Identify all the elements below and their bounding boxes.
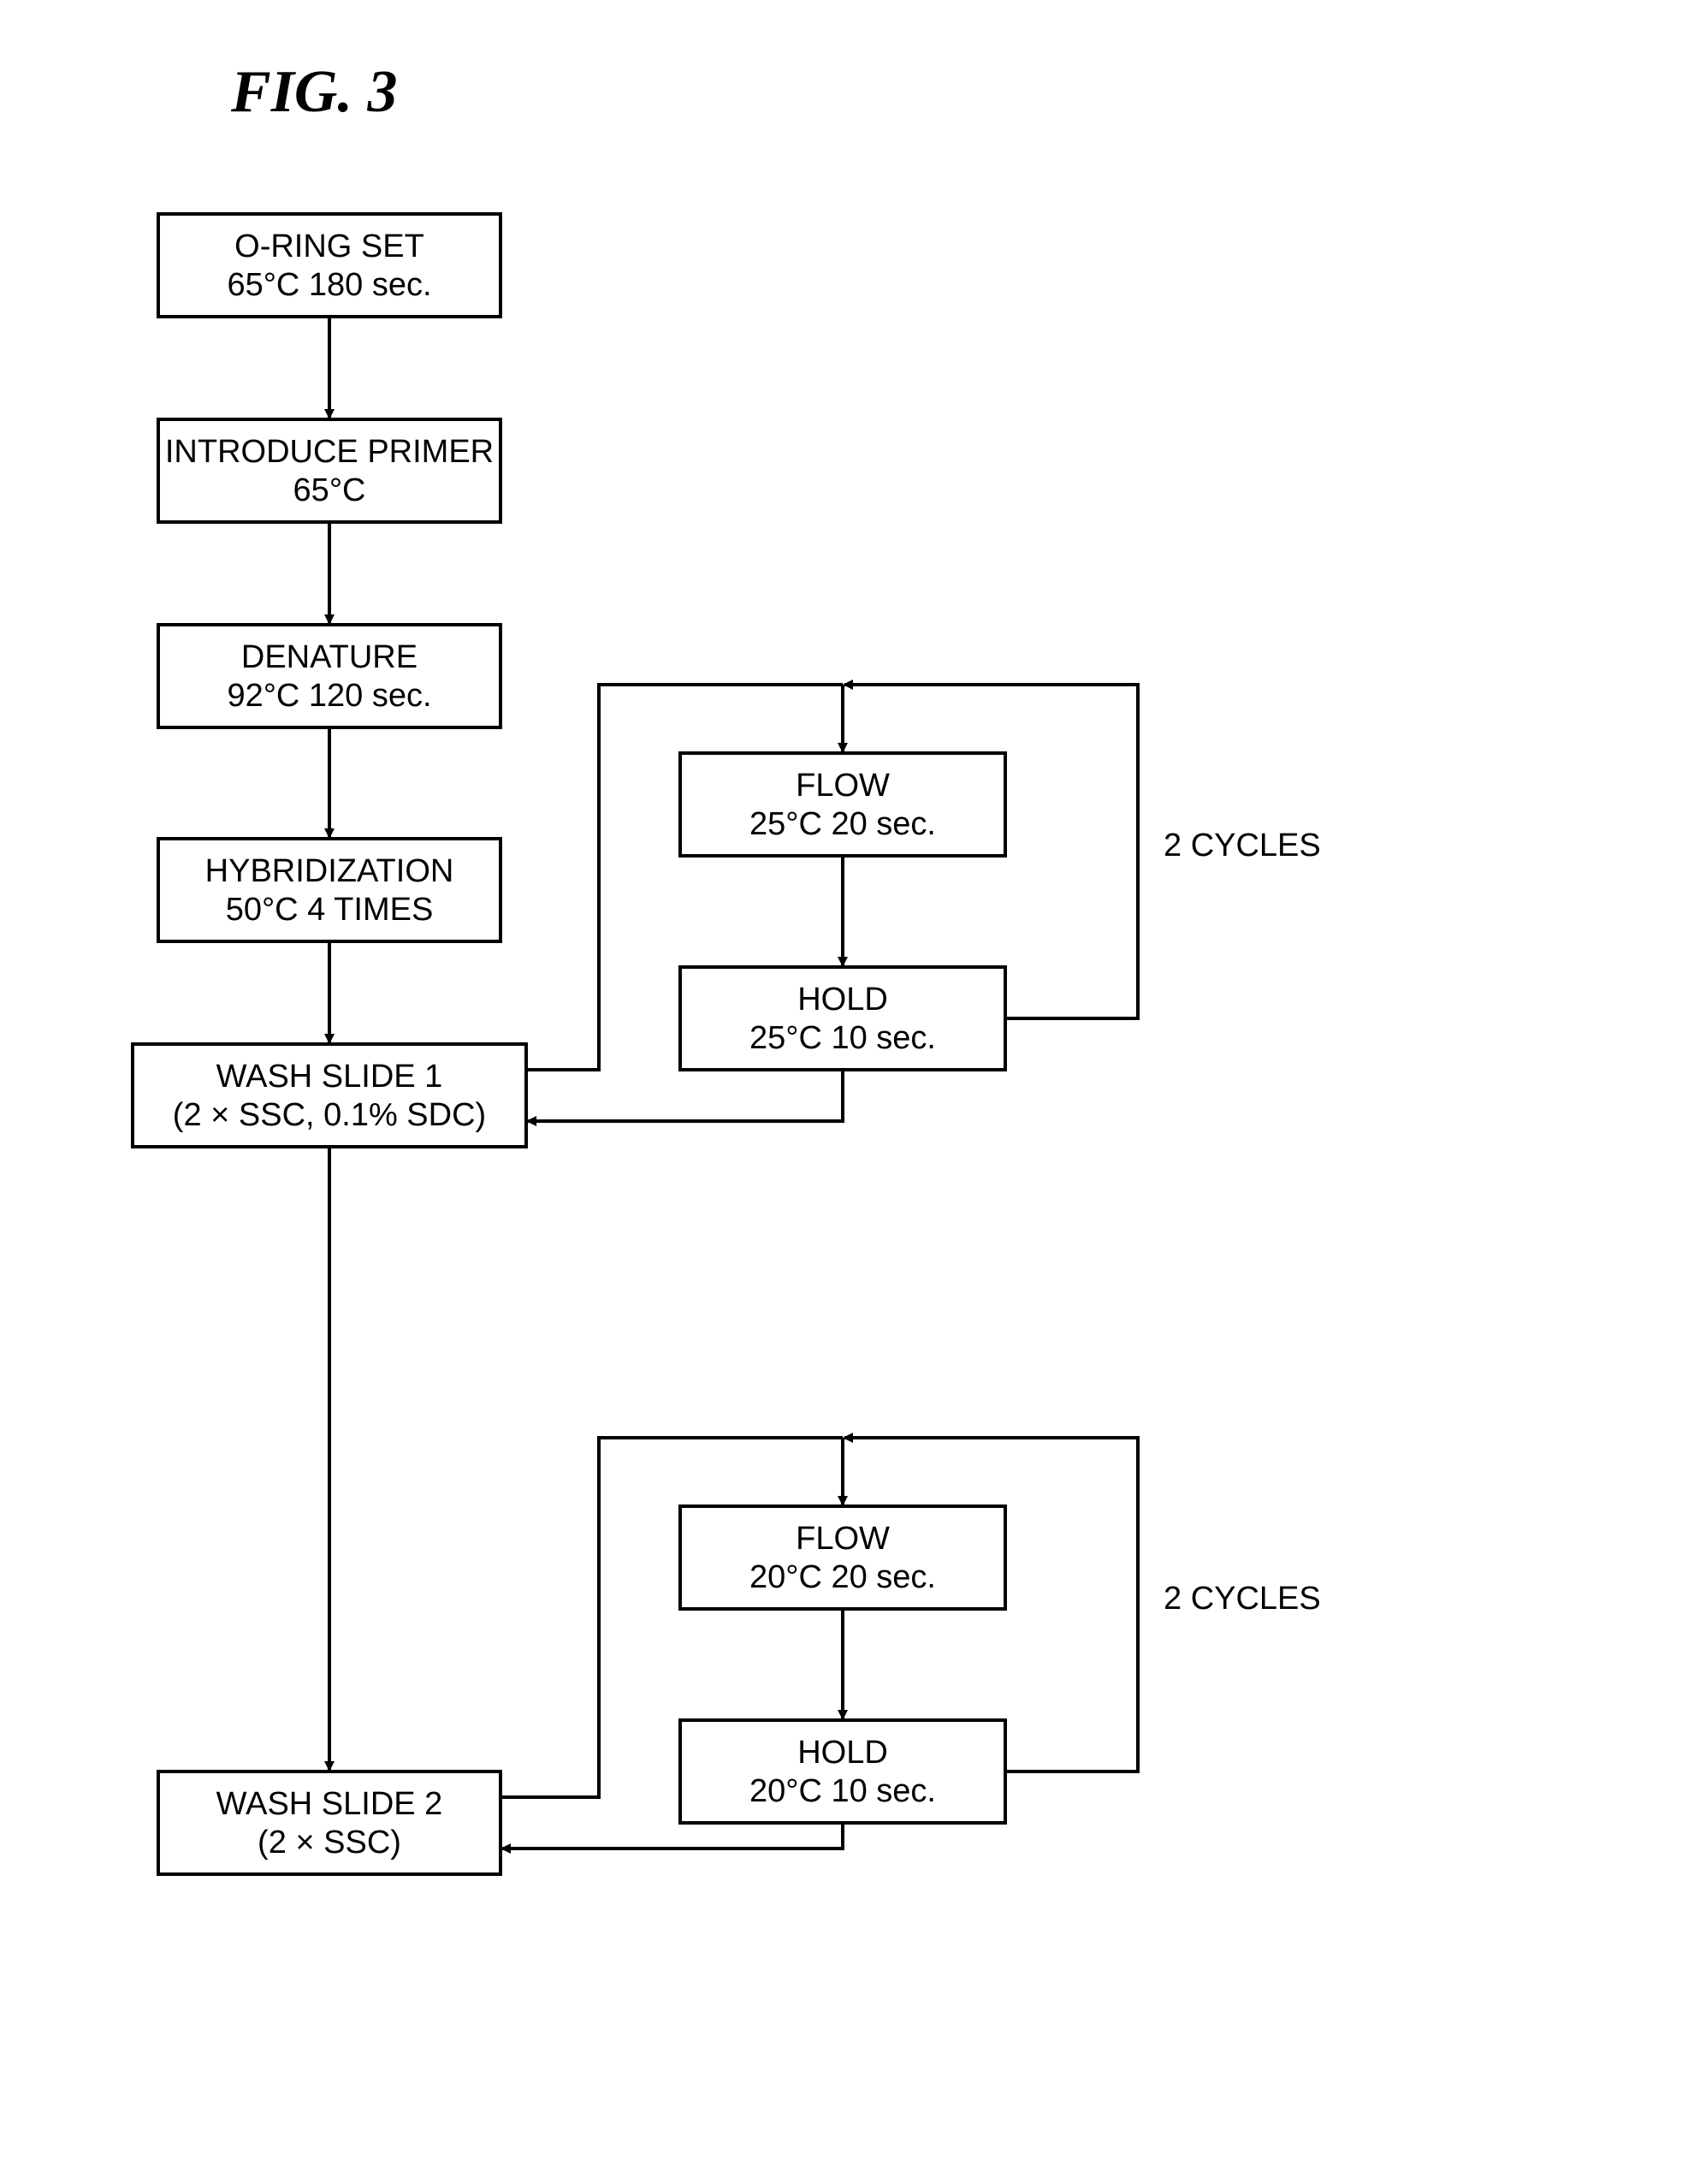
box-hold-2: HOLD 20°C 10 sec. <box>680 1720 1005 1823</box>
label-2-cycles-2: 2 CYCLES <box>1164 1581 1321 1617</box>
box-hold-1: HOLD 25°C 10 sec. <box>680 967 1005 1070</box>
box-denature-line2: 92°C 120 sec. <box>227 678 431 714</box>
box-primer-line1: INTRODUCE PRIMER <box>165 434 494 470</box>
arrow-hold1-to-wash1 <box>528 1070 843 1121</box>
box-flow2-line2: 20°C 20 sec. <box>749 1559 936 1595</box>
box-flow1-line2: 25°C 20 sec. <box>749 806 936 842</box>
box-denature: DENATURE 92°C 120 sec. <box>158 625 500 727</box>
box-denature-line1: DENATURE <box>241 639 418 675</box>
figure-title: FIG. 3 <box>230 59 397 125</box>
box-wash1-line2: (2 × SSC, 0.1% SDC) <box>173 1097 486 1133</box>
box-flow-1: FLOW 25°C 20 sec. <box>680 753 1005 856</box>
box-primer-line2: 65°C <box>293 472 366 508</box>
box-hold1-line1: HOLD <box>797 982 888 1018</box>
arrow-hold2-to-wash2 <box>502 1823 843 1849</box>
label-2-cycles-1: 2 CYCLES <box>1164 828 1321 864</box>
box-wash-slide-2: WASH SLIDE 2 (2 × SSC) <box>158 1772 500 1874</box>
box-oring-line1: O-RING SET <box>234 228 424 264</box>
box-flow-2: FLOW 20°C 20 sec. <box>680 1506 1005 1609</box>
box-hybrid-line2: 50°C 4 TIMES <box>226 892 434 928</box>
box-wash-slide-1: WASH SLIDE 1 (2 × SSC, 0.1% SDC) <box>133 1044 526 1147</box>
box-wash2-line1: WASH SLIDE 2 <box>216 1786 443 1822</box>
box-hold1-line2: 25°C 10 sec. <box>749 1020 936 1056</box>
box-oring-set: O-RING SET 65°C 180 sec. <box>158 214 500 317</box>
box-hybrid-line1: HYBRIDIZATION <box>205 853 454 889</box>
box-wash1-line1: WASH SLIDE 1 <box>216 1059 443 1095</box>
box-wash2-line2: (2 × SSC) <box>258 1825 401 1861</box>
box-hybridization: HYBRIDIZATION 50°C 4 TIMES <box>158 839 500 941</box>
box-introduce-primer: INTRODUCE PRIMER 65°C <box>158 419 500 522</box>
box-flow1-line1: FLOW <box>796 768 890 804</box>
box-hold2-line2: 20°C 10 sec. <box>749 1773 936 1809</box>
box-flow2-line1: FLOW <box>796 1521 890 1557</box>
box-oring-line2: 65°C 180 sec. <box>227 267 431 303</box>
flowchart-figure: FIG. 3 O-RING SET 65°C 180 sec. INTRODUC… <box>0 0 1688 2184</box>
box-hold2-line1: HOLD <box>797 1735 888 1771</box>
